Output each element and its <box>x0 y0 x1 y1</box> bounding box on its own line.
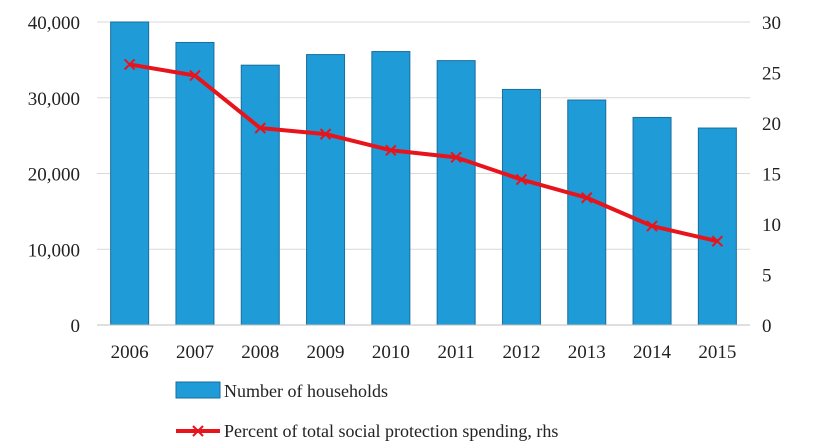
x-tick-label: 2015 <box>698 342 736 363</box>
bar-2006 <box>110 21 150 326</box>
y-left-tick-label: 20,000 <box>28 165 80 186</box>
legend-label-bar: Number of households <box>224 381 388 401</box>
y-right-tick-label: 10 <box>762 215 781 236</box>
line-point-2011 <box>450 151 462 164</box>
line-point-2010 <box>385 144 397 156</box>
bar-2011 <box>436 60 476 326</box>
bar-2015 <box>697 127 737 326</box>
x-tick-label: 2012 <box>502 342 540 363</box>
x-tick-label: 2006 <box>111 342 149 363</box>
x-tick-label: 2014 <box>633 342 672 363</box>
x-tick-label: 2009 <box>307 342 345 363</box>
y-left-tick-label: 30,000 <box>28 89 80 110</box>
x-axis-tick-labels: 2006 2007 2008 2009 2010 2011 2012 2013 2014 2015 <box>111 342 737 363</box>
line-point-2013 <box>581 192 593 204</box>
y-right-tick-label: 15 <box>762 165 781 186</box>
line-point-2006 <box>123 58 136 71</box>
x-tick-label: 2013 <box>568 342 606 363</box>
bar-2012 <box>501 88 541 326</box>
line-point-2015 <box>711 235 724 247</box>
x-tick-label: 2008 <box>241 342 279 363</box>
legend-swatch-bar <box>175 381 221 399</box>
y-right-tick-label: 0 <box>762 316 772 337</box>
x-tick-label: 2007 <box>176 342 214 363</box>
y-left-tick-label: 0 <box>71 316 81 337</box>
bar-2008 <box>240 64 280 326</box>
y-right-tick-label: 25 <box>762 64 781 85</box>
line-point-2014 <box>646 220 658 232</box>
legend: Number of households Percent of total so… <box>175 381 558 441</box>
left-axis-tick-labels: 0 10,000 20,000 30,000 40,000 <box>28 13 80 337</box>
line-point-2012 <box>515 173 528 186</box>
legend-label-line: Percent of total social protection spend… <box>224 421 558 441</box>
bar-series <box>110 21 737 326</box>
x-tick-label: 2011 <box>438 342 475 363</box>
line-path <box>129 62 718 244</box>
y-left-tick-label: 10,000 <box>28 240 80 261</box>
line-series <box>123 58 724 247</box>
y-right-tick-label: 5 <box>762 266 772 287</box>
line-point-2008 <box>254 122 266 134</box>
line-point-2007 <box>189 69 201 82</box>
x-tick-label: 2010 <box>372 342 410 363</box>
y-right-tick-label: 30 <box>762 13 781 34</box>
bar-2010 <box>371 51 411 326</box>
line-point-2009 <box>319 128 332 140</box>
legend-marker-x <box>192 425 204 437</box>
right-axis-tick-labels: 0 5 10 15 20 25 30 <box>762 13 781 337</box>
bar-2013 <box>567 99 607 326</box>
y-right-tick-label: 20 <box>762 114 781 135</box>
bar-2009 <box>306 54 346 326</box>
y-left-tick-label: 40,000 <box>28 13 80 34</box>
